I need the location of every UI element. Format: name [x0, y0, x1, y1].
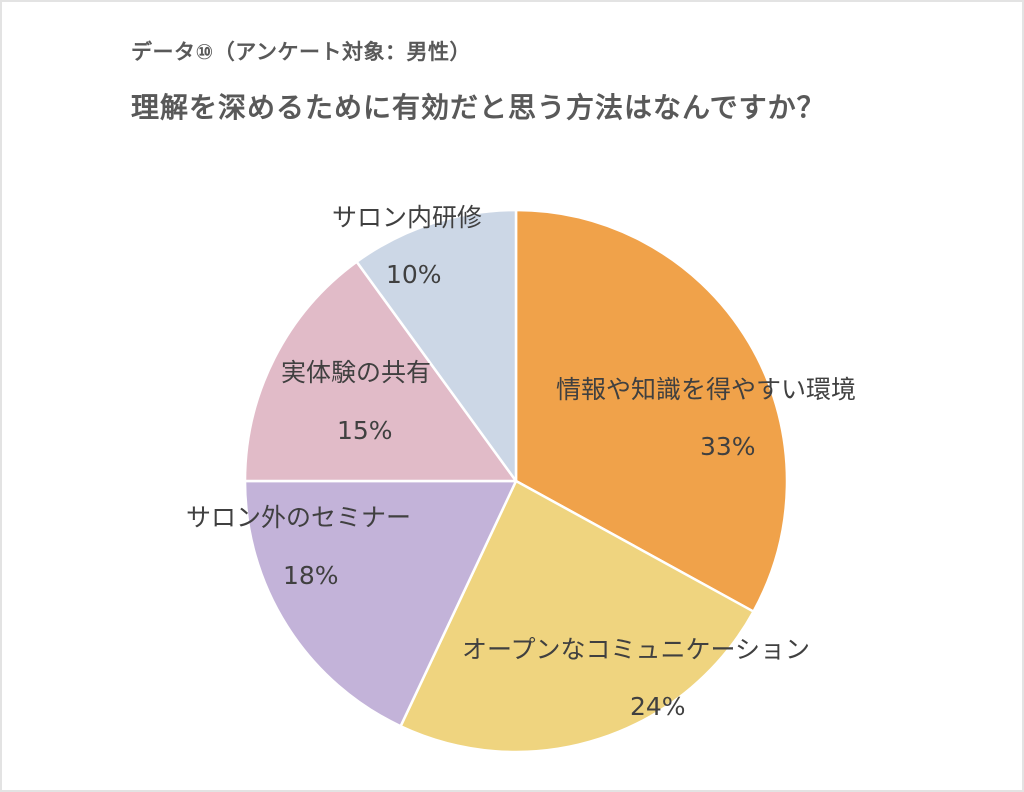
slice-label-info-environment: 情報や知識を得やすい環境 [556, 375, 857, 404]
pie-slice [243, 479, 518, 728]
slice-pct-shared-experience: 15% [337, 416, 393, 445]
chart-title: 理解を深めるために有効だと思う方法はなんですか？ [131, 91, 826, 124]
slice-pct-external-seminar: 18% [283, 561, 339, 590]
pie-slice [514, 208, 789, 613]
pie-slice [399, 479, 755, 754]
slice-pct-internal-training: 10% [386, 260, 442, 289]
slice-label-external-seminar: サロン外のセミナー [186, 503, 412, 532]
slice-label-internal-training: サロン内研修 [332, 203, 483, 232]
pie-slice [355, 208, 518, 483]
chart-subtitle: データ⑩（アンケート対象：男性） [131, 40, 471, 64]
pie-slice [243, 260, 518, 483]
slice-pct-open-communication: 24% [630, 692, 686, 721]
slice-label-open-communication: オープンなコミュニケーション [462, 635, 811, 664]
slice-pct-info-environment: 33% [700, 432, 756, 461]
slice-label-shared-experience: 実体験の共有 [281, 358, 432, 387]
